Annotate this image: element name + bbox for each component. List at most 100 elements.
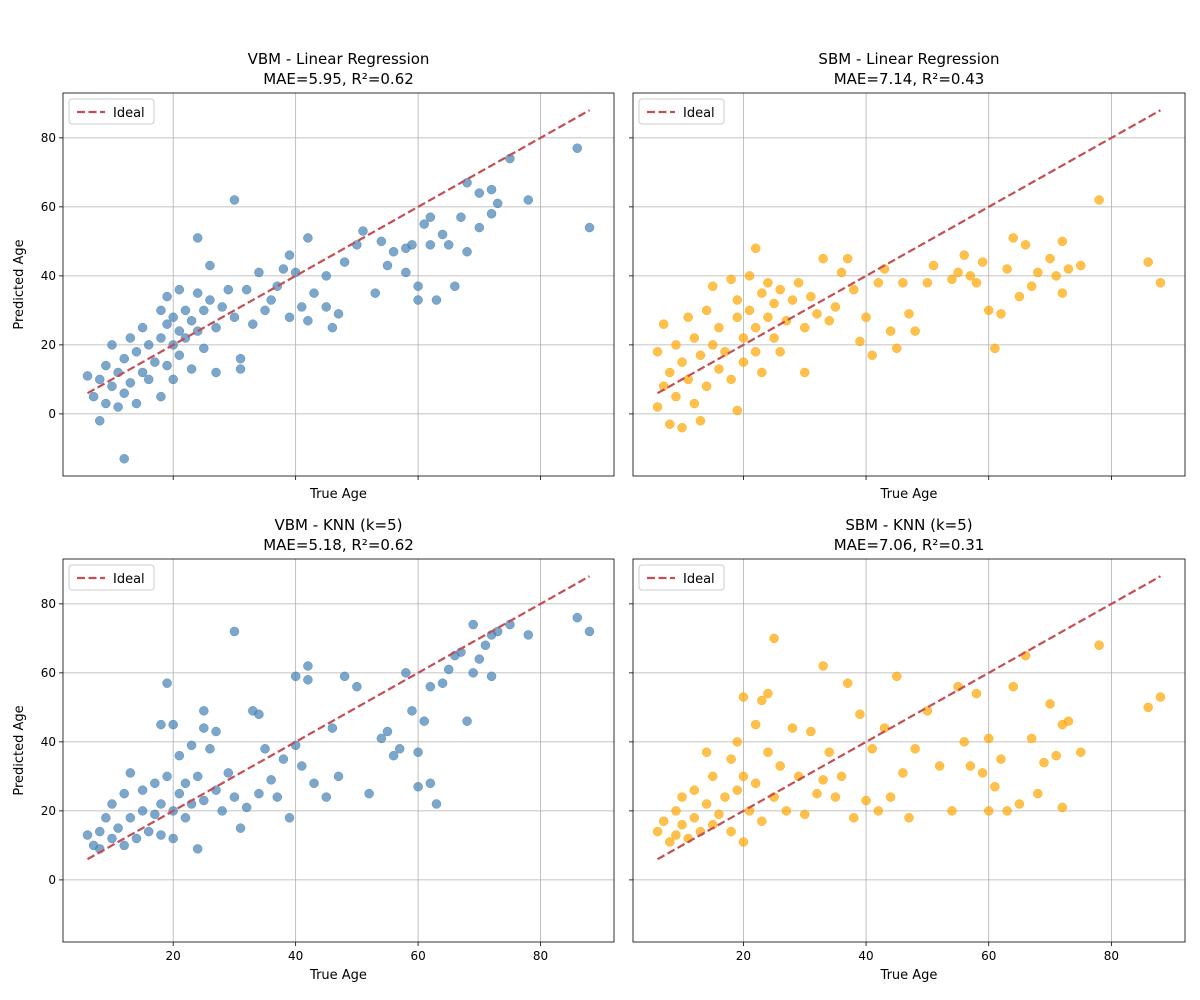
- data-point: [990, 343, 1000, 354]
- data-point: [775, 284, 785, 295]
- x-tick-label: 60: [410, 949, 425, 963]
- data-point: [744, 305, 755, 316]
- data-point: [131, 833, 142, 844]
- data-point: [180, 305, 191, 316]
- data-point: [321, 302, 332, 312]
- data-point: [168, 833, 178, 844]
- data-point: [297, 302, 307, 312]
- data-point: [419, 716, 429, 726]
- data-point: [836, 771, 847, 782]
- data-point: [486, 209, 497, 219]
- data-point: [492, 198, 503, 209]
- data-point: [235, 353, 246, 364]
- data-point: [873, 806, 884, 816]
- data-point: [757, 288, 767, 298]
- x-tick-label: 40: [288, 949, 303, 963]
- data-point: [131, 347, 142, 357]
- data-point: [437, 229, 448, 240]
- data-point: [462, 246, 472, 257]
- data-point: [855, 336, 865, 347]
- data-point: [720, 347, 730, 357]
- data-point: [836, 267, 847, 278]
- data-point: [174, 788, 185, 799]
- data-point: [425, 240, 436, 250]
- data-point: [217, 302, 227, 312]
- data-point: [787, 723, 798, 733]
- data-point: [861, 795, 871, 806]
- data-point: [701, 799, 712, 809]
- data-point: [849, 813, 859, 823]
- data-point: [425, 681, 436, 692]
- data-point: [1002, 264, 1012, 274]
- data-point: [217, 806, 227, 816]
- data-point: [806, 291, 816, 302]
- subplot-title: VBM - Linear Regression: [248, 50, 430, 68]
- data-point: [824, 315, 835, 326]
- legend-label: Ideal: [683, 106, 715, 121]
- data-point: [162, 291, 172, 302]
- data-point: [665, 837, 675, 847]
- data-point: [842, 253, 853, 264]
- data-point: [732, 295, 743, 305]
- data-point: [757, 695, 767, 706]
- data-point: [738, 771, 749, 782]
- data-point: [125, 378, 136, 388]
- data-point: [658, 816, 669, 826]
- data-point: [192, 233, 203, 243]
- data-point: [284, 312, 295, 323]
- data-point: [162, 678, 172, 688]
- ideal-line: [656, 575, 1162, 861]
- data-point: [824, 747, 835, 757]
- data-point: [180, 813, 191, 823]
- data-point: [898, 278, 908, 288]
- data-point: [904, 309, 914, 319]
- data-point: [284, 813, 295, 823]
- data-point: [150, 809, 160, 820]
- data-point: [260, 744, 270, 754]
- data-point: [413, 747, 423, 757]
- data-point: [186, 740, 197, 751]
- data-point: [107, 381, 117, 392]
- data-point: [137, 806, 148, 816]
- data-point: [327, 322, 338, 333]
- x-tick-label: 20: [166, 949, 181, 963]
- data-point: [333, 309, 344, 319]
- data-point: [1063, 716, 1074, 726]
- subplot-4: 20 40 60 80 SBM - KNN (k=5) MAE=7.06, R²=0.31…: [629, 516, 1186, 983]
- data-point: [738, 357, 749, 367]
- data-point: [1051, 271, 1061, 281]
- data-point: [775, 347, 785, 357]
- data-point: [1014, 291, 1025, 302]
- data-point: [523, 195, 534, 205]
- data-point: [278, 754, 289, 764]
- data-point: [799, 322, 810, 333]
- data-point: [1008, 233, 1019, 243]
- data-point: [689, 333, 700, 343]
- data-point: [278, 264, 289, 274]
- data-point: [683, 312, 693, 323]
- data-point: [677, 422, 687, 433]
- data-point: [199, 795, 209, 806]
- data-point: [431, 295, 442, 305]
- data-point: [891, 671, 902, 682]
- data-point: [726, 274, 736, 285]
- data-point: [468, 668, 478, 678]
- legend-label: Ideal: [113, 572, 145, 587]
- data-point: [1075, 747, 1086, 757]
- data-point: [787, 295, 798, 305]
- data-point: [241, 802, 252, 813]
- data-point: [192, 326, 203, 336]
- data-point: [150, 778, 160, 789]
- data-point: [891, 343, 902, 354]
- data-point: [1033, 267, 1043, 278]
- data-point: [732, 737, 743, 747]
- data-point: [1094, 195, 1104, 205]
- data-point: [971, 688, 982, 699]
- data-point: [339, 257, 350, 267]
- data-point: [309, 778, 319, 789]
- data-point: [199, 706, 209, 716]
- ideal-line: [86, 575, 591, 861]
- data-point: [327, 723, 338, 733]
- subplot-title: SBM - KNN (k=5): [845, 516, 972, 534]
- data-point: [486, 184, 497, 195]
